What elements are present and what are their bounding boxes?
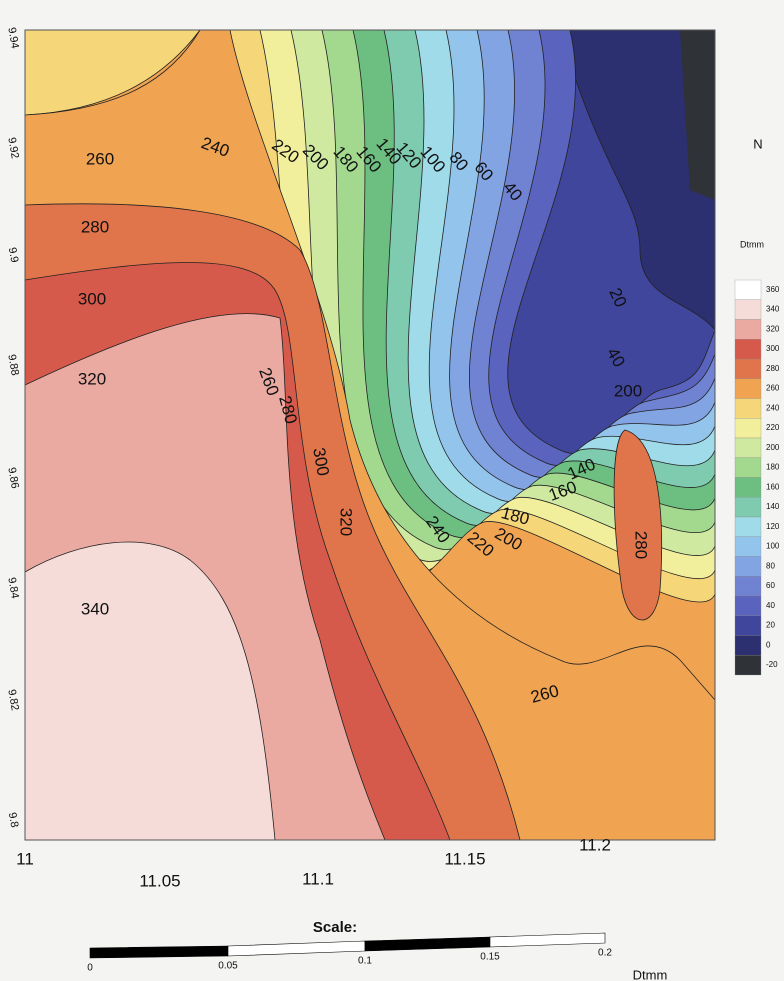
legend-swatch [735, 320, 761, 340]
legend-label: -20 [766, 660, 778, 669]
contour-label: 340 [81, 599, 109, 618]
legend-swatch [735, 379, 761, 399]
legend-label: 320 [766, 324, 780, 333]
legend-swatch [735, 497, 761, 517]
x-tick-label: 11.2 [579, 835, 611, 854]
legend-label: 180 [766, 463, 780, 472]
scale-tick-label: 0.15 [480, 952, 500, 963]
scale-tick-label: 0.05 [218, 961, 238, 972]
legend-label: 280 [766, 364, 780, 373]
legend-swatch [735, 517, 761, 537]
map-page: N Dtmm 360340320300280260240220200180160… [0, 0, 784, 981]
legend-swatch [735, 616, 761, 636]
contour-label: 320 [337, 508, 356, 536]
x-tick-label: 11 [16, 849, 34, 868]
contour-label: 280 [81, 217, 109, 236]
legend-label: 120 [766, 522, 780, 531]
contour-label: 320 [78, 369, 106, 388]
legend-label: 60 [766, 581, 775, 590]
legend-swatch [735, 339, 761, 359]
legend-title: Dtmm [740, 239, 764, 249]
legend-swatch [735, 537, 761, 557]
legend-label: 360 [766, 285, 780, 294]
legend-label: 0 [766, 640, 771, 649]
scale-tick-label: 0.2 [598, 948, 612, 959]
legend-label: 80 [766, 561, 775, 570]
legend-label: 140 [766, 502, 780, 511]
scale-tick-label: 0.1 [358, 956, 372, 967]
scale-segment [90, 946, 228, 958]
legend-swatch [735, 458, 761, 478]
north-label: N [753, 136, 762, 151]
legend-label: 220 [766, 423, 780, 432]
legend-swatch [735, 655, 761, 675]
contour-label: 200 [614, 381, 642, 400]
legend-label: 300 [766, 344, 780, 353]
legend-swatch [735, 359, 761, 379]
legend-swatch [735, 478, 761, 498]
legend-swatch [735, 596, 761, 616]
scale-tick-label: 0 [87, 963, 93, 974]
legend-swatch [735, 576, 761, 596]
legend-swatch [735, 418, 761, 438]
x-tick-label: 11.15 [444, 849, 485, 868]
legend-label: 340 [766, 305, 780, 314]
contour-label: 280 [632, 531, 651, 559]
scale-title: Scale: [313, 919, 357, 936]
legend-label: 260 [766, 384, 780, 393]
legend-label: 20 [766, 621, 775, 630]
legend-swatch [735, 636, 761, 656]
legend-label: 100 [766, 542, 780, 551]
legend-swatch [735, 438, 761, 458]
x-tick-label: 11.1 [302, 869, 334, 888]
legend-label: 40 [766, 601, 775, 610]
contour-label: 260 [86, 149, 114, 168]
legend-label: 160 [766, 482, 780, 491]
contour-label: 300 [78, 289, 106, 308]
legend-swatch [735, 399, 761, 419]
legend-label: 240 [766, 403, 780, 412]
legend-swatch [735, 280, 761, 300]
legend-swatch [735, 300, 761, 320]
x-tick-label: 11.05 [139, 871, 180, 890]
legend-swatch [735, 557, 761, 577]
caption: Dtmm [633, 967, 668, 981]
legend-label: 200 [766, 443, 780, 452]
